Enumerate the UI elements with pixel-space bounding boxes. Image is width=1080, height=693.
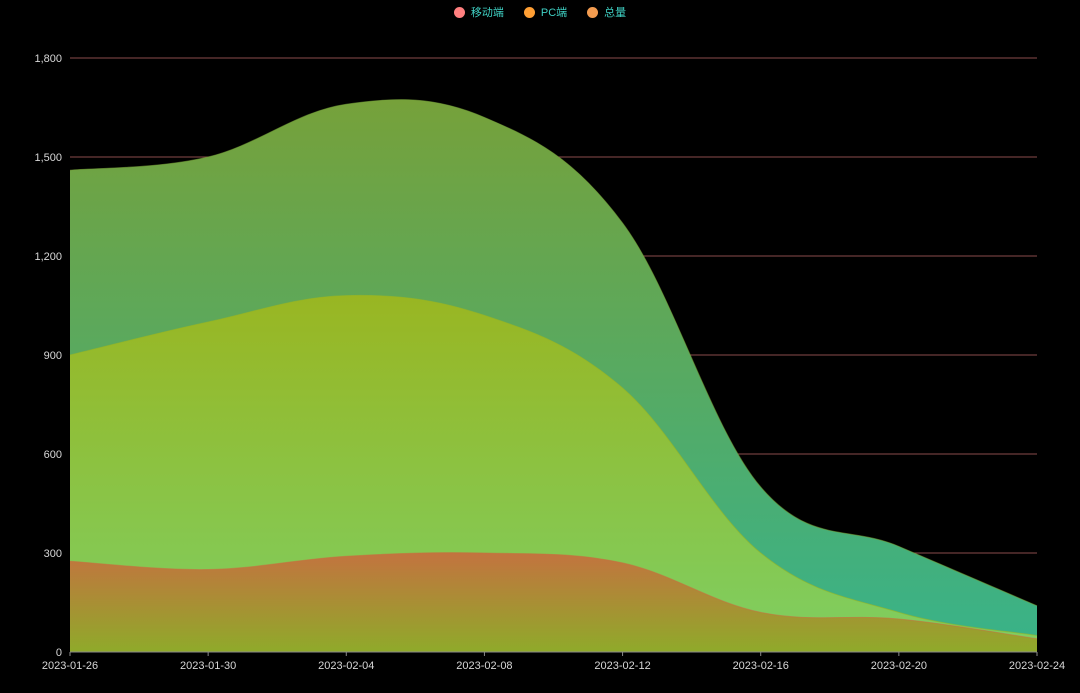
- x-tick-label: 2023-02-24: [1009, 660, 1065, 672]
- legend-total-marker: [587, 6, 599, 18]
- axes: 0 300 600 900 1,200 1,500 1,800 2023-01-26 2023-…: [34, 53, 1065, 672]
- legend-item-mobile[interactable]: 移动端: [453, 4, 504, 20]
- y-tick-label: 1,500: [34, 152, 62, 164]
- legend-mobile-label: 移动端: [470, 7, 504, 19]
- y-tick-label: 900: [44, 350, 62, 362]
- area-series-0: [70, 552, 1037, 652]
- legend-item-total[interactable]: 总量: [587, 4, 626, 20]
- legend-pc-marker: [523, 6, 535, 18]
- x-tick-label: 2023-02-16: [733, 660, 789, 672]
- x-tick-label: 2023-02-08: [456, 660, 512, 672]
- x-tick-label: 2023-01-26: [42, 660, 98, 672]
- y-tick-label: 300: [44, 548, 62, 560]
- x-tick-label: 2023-01-30: [180, 660, 236, 672]
- series-line-2: [69, 99, 1038, 607]
- x-tick-label: 2023-02-04: [318, 660, 374, 672]
- legend-pc-label: PC端: [540, 7, 568, 19]
- x-tick-label: 2023-02-20: [871, 660, 927, 672]
- x-tick-label: 2023-02-12: [594, 660, 650, 672]
- y-tick-label: 0: [56, 647, 62, 659]
- series-line-0: [69, 552, 1038, 640]
- series-line-1: [69, 294, 1038, 636]
- y-tick-label: 1,800: [34, 53, 62, 65]
- chart-legend: 移动端 PC端 总量: [0, 3, 1080, 21]
- y-tick-label: 1,200: [34, 251, 62, 263]
- legend-item-pc[interactable]: PC端: [523, 4, 568, 20]
- area-series: [69, 99, 1038, 652]
- y-tick-label: 600: [44, 449, 62, 461]
- legend-total-label: 总量: [604, 7, 627, 19]
- legend-mobile-marker: [453, 6, 465, 18]
